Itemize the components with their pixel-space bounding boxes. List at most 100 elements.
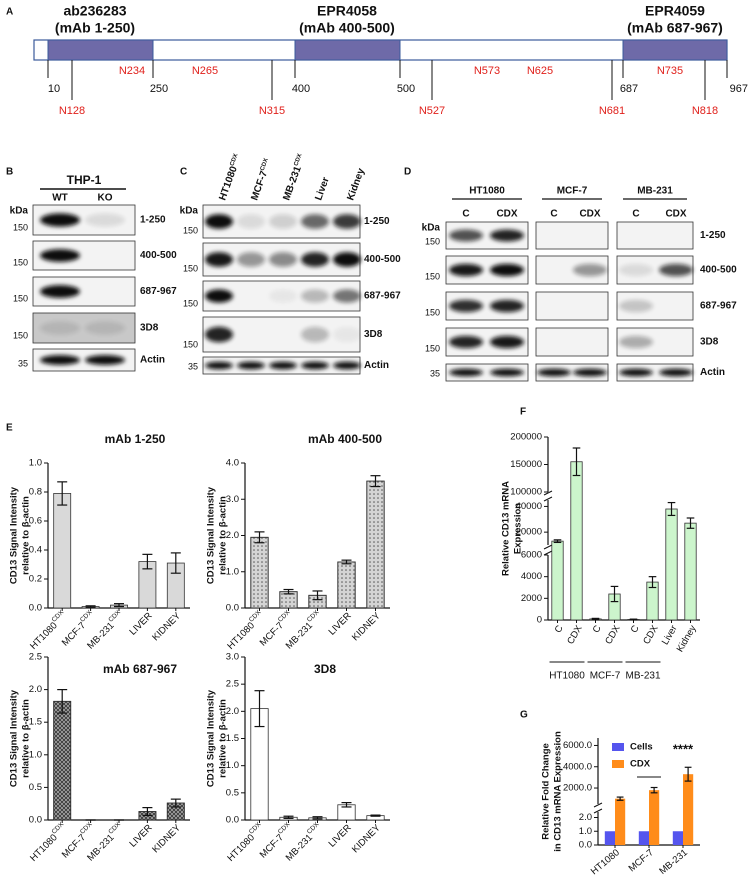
y-tick-label: 2.0 — [29, 684, 42, 695]
blot-row-label: 400-500 — [140, 250, 177, 261]
blot-band — [40, 285, 80, 298]
x-tick-label: LIVER — [326, 822, 353, 849]
mw-marker: 150 — [183, 225, 198, 235]
legend-label: Cells — [630, 742, 653, 753]
category-label: MCF-7 — [626, 847, 655, 874]
lane-label: CDX — [665, 209, 686, 220]
blot-row-label: Actin — [364, 360, 389, 371]
y-tick-label: 2000 — [521, 593, 542, 604]
category-superscript: CDX — [79, 821, 94, 836]
category-superscript: CDX — [107, 609, 122, 624]
chart-title: mAb 1-250 — [105, 432, 166, 446]
y-tick-label: 4000 — [521, 571, 542, 582]
y-axis-label: Expression — [513, 503, 524, 554]
blot-band — [449, 368, 483, 377]
lane-label: C — [632, 209, 639, 220]
glycosylation-site: N527 — [419, 105, 445, 117]
category-label: CDX — [565, 623, 585, 646]
blot-band — [301, 326, 329, 343]
panel-letter: G — [520, 710, 528, 721]
glycosylation-site: N234 — [119, 65, 145, 77]
x-tick-label: LIVER — [326, 610, 353, 637]
axis-break — [543, 544, 553, 550]
glycosylation-site: N735 — [657, 65, 683, 77]
category-label: Kidney — [674, 623, 698, 654]
lane-label: CDX — [496, 209, 517, 220]
blot-band — [619, 335, 653, 349]
x-tick-label: CDX — [565, 623, 585, 646]
y-tick-label: 2000.0 — [563, 783, 592, 794]
y-tick-label: 0.4 — [29, 545, 42, 556]
category-label: LIVER — [326, 610, 353, 637]
bar-pattern — [250, 536, 269, 609]
group-label: HT1080 — [469, 186, 505, 197]
y-axis-label: relative to β-actin — [21, 699, 32, 778]
blot-band — [85, 321, 125, 335]
category-label: LIVER — [127, 610, 154, 637]
mw-marker: 35 — [430, 368, 440, 378]
lane-label: WT — [52, 193, 68, 204]
bar — [570, 461, 583, 621]
y-tick-label: 0.5 — [29, 782, 42, 793]
mw-marker: 150 — [425, 236, 440, 246]
lane-name: MB-231 — [281, 164, 304, 202]
bar — [615, 798, 626, 845]
blot-band — [301, 214, 329, 229]
y-tick-label: 1.0 — [29, 458, 42, 469]
y-tick-label: 100000 — [510, 487, 542, 498]
blot-band — [449, 263, 483, 277]
blot-row-label: 3D8 — [140, 323, 159, 334]
y-tick-label: 2.0 — [226, 706, 239, 717]
axis-break — [543, 496, 553, 502]
antibody-name: ab236283 — [63, 3, 126, 19]
panel-letter: F — [520, 407, 526, 418]
blot-band — [659, 368, 693, 377]
blot-band — [490, 229, 524, 242]
antibody-name: EPR4059 — [645, 3, 705, 19]
lane-superscript: CDX — [259, 158, 269, 172]
x-tick-label: Kidney — [674, 623, 698, 654]
axis-break — [593, 802, 603, 808]
panel-letter: D — [404, 167, 411, 178]
x-tick-label: MB-231 — [657, 847, 690, 877]
category-label: HT1080 — [225, 832, 257, 864]
x-tick-label: HT1080CDX — [224, 609, 267, 652]
blot-band — [205, 361, 233, 370]
panel-letter: C — [180, 167, 187, 178]
mw-marker: 150 — [13, 330, 28, 340]
glycosylation-site: N681 — [599, 105, 625, 117]
blot-band — [301, 252, 329, 267]
lane-name: HT1080 — [217, 164, 240, 202]
axis-break — [593, 808, 603, 814]
position-label: 967 — [730, 83, 748, 95]
panel-letter: E — [6, 423, 13, 434]
chart-title: mAb 687-967 — [103, 662, 177, 676]
blot-band — [40, 355, 80, 365]
y-tick-label: 4.0 — [226, 458, 239, 469]
category-superscript: CDX — [277, 821, 292, 836]
x-tick-label: KIDNEY — [350, 822, 383, 855]
category-label: MB-231 — [283, 832, 314, 863]
panel-letter: A — [6, 7, 13, 18]
bar — [684, 522, 697, 621]
group-label: MB-231 — [625, 671, 660, 682]
y-tick-label: 0.8 — [29, 487, 42, 498]
mw-marker: 150 — [183, 298, 198, 308]
x-tick-label: MCF-7 — [626, 847, 655, 874]
y-tick-label: 1.0 — [226, 760, 239, 771]
blot-band — [40, 321, 80, 335]
blot-band — [205, 252, 233, 267]
antibody-range: (mAb 687-967) — [627, 20, 723, 36]
antibody-name: EPR4058 — [317, 3, 377, 19]
category-label: C — [552, 623, 565, 635]
legend-swatch — [612, 743, 624, 751]
position-label: 500 — [397, 83, 415, 95]
group-label: MB-231 — [637, 186, 673, 197]
panel-letter: B — [6, 167, 13, 178]
blot-band — [237, 361, 265, 370]
y-tick-label: 0.0 — [29, 603, 42, 614]
y-axis-label: Relative Fold Change — [541, 743, 552, 840]
category-superscript: CDX — [277, 609, 292, 624]
